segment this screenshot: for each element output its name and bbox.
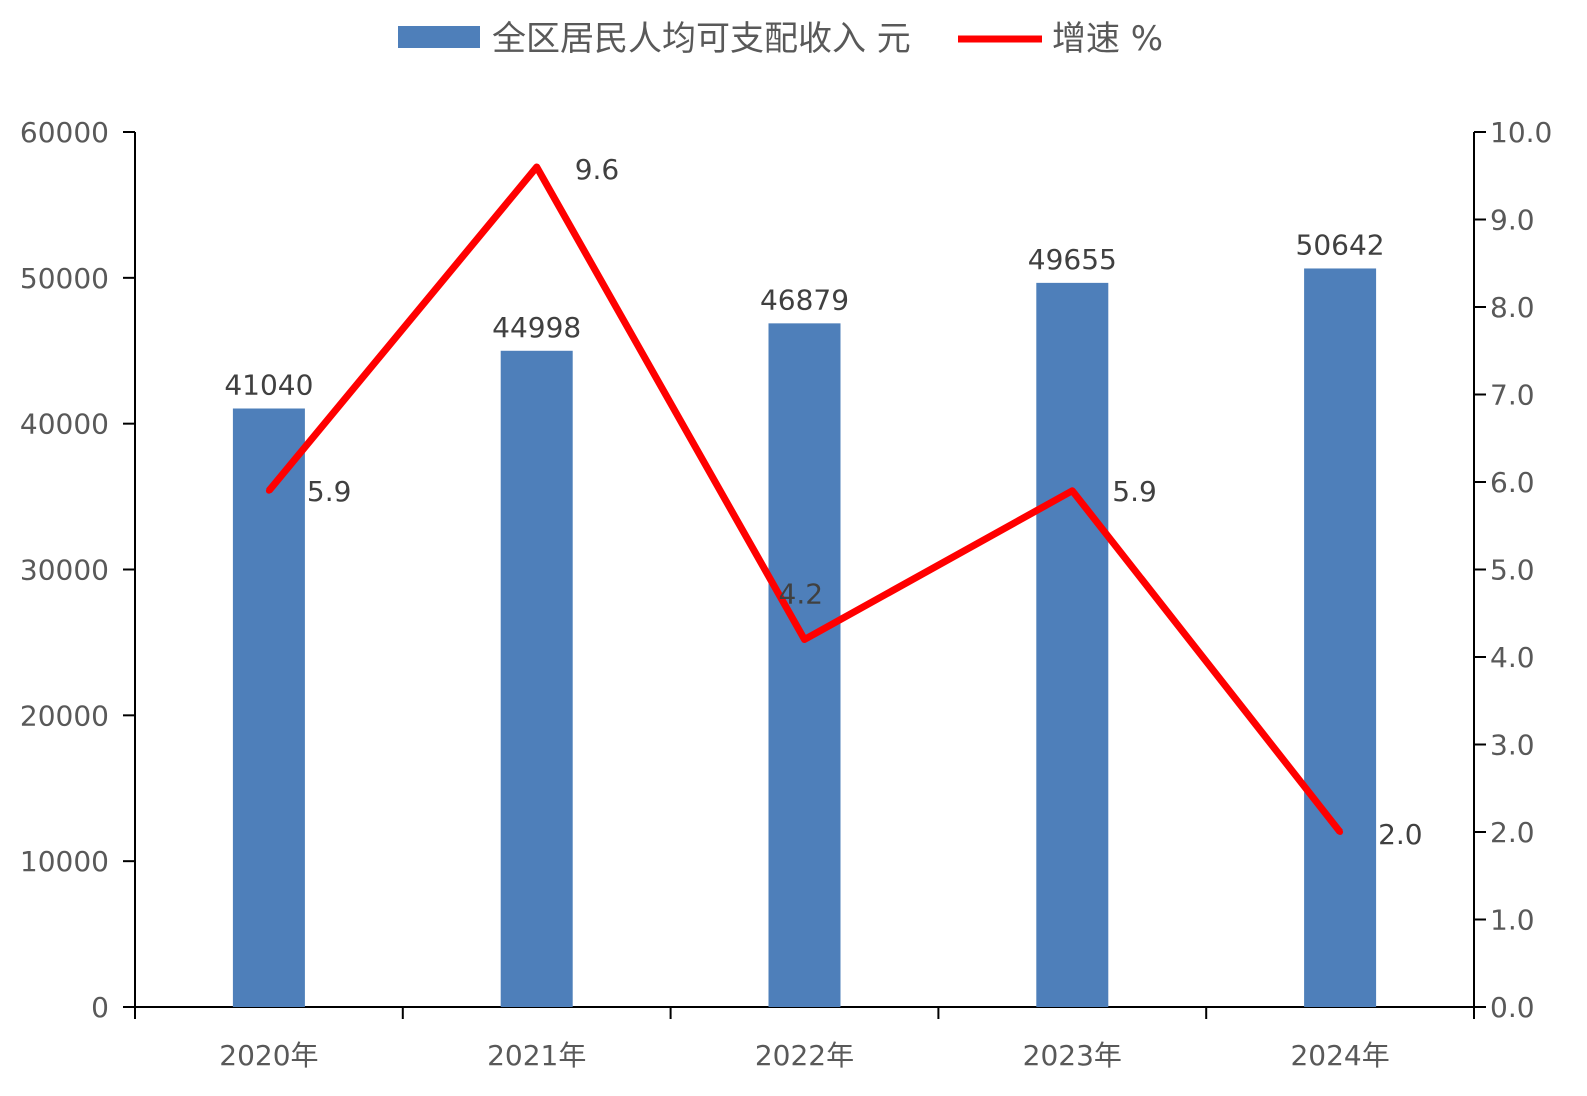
growth-point-label: 5.9: [1112, 475, 1157, 508]
left-tick-label: 50000: [20, 262, 109, 295]
left-tick-label: 30000: [20, 554, 109, 587]
left-tick-label: 10000: [20, 845, 109, 878]
right-tick-label: 1.0: [1490, 904, 1535, 937]
right-tick-label: 3.0: [1490, 729, 1535, 762]
right-tick-label: 7.0: [1490, 379, 1535, 412]
right-tick-label: 5.0: [1490, 554, 1535, 587]
right-tick-label: 2.0: [1490, 816, 1535, 849]
left-tick-label: 20000: [20, 699, 109, 732]
right-tick-label: 6.0: [1490, 466, 1535, 499]
income-bar: [1036, 282, 1109, 1007]
legend-bar-swatch: [398, 26, 480, 48]
income-bar: [500, 350, 573, 1007]
bar-series: [232, 268, 1377, 1008]
right-tick-label: 10.0: [1490, 116, 1552, 149]
growth-point: [533, 164, 540, 170]
right-tick-label: 4.0: [1490, 641, 1535, 674]
left-tick-label: 60000: [20, 116, 109, 149]
income-bar: [1304, 268, 1377, 1007]
growth-point-label: 5.9: [307, 475, 352, 508]
left-tick-label: 40000: [20, 408, 109, 441]
x-tick-label: 2021年: [487, 1039, 586, 1072]
growth-point: [801, 636, 808, 643]
income-bar: [232, 408, 305, 1007]
growth-point: [1069, 487, 1076, 494]
data-labels: 41040 44998 46879 49655 50642 5.9 9.6 4.2 5.9 2.0: [224, 153, 1422, 851]
growth-point: [1337, 829, 1344, 835]
x-tick-label: 2020年: [219, 1039, 318, 1072]
income-bar-label: 44998: [492, 311, 581, 344]
x-tick-label: 2024年: [1290, 1039, 1389, 1072]
left-tick-label: 0: [91, 991, 109, 1024]
x-tick-label: 2022年: [755, 1039, 854, 1072]
income-bar-label: 50642: [1296, 228, 1385, 261]
right-tick-label: 9.0: [1490, 204, 1535, 237]
axes: 0 10000 20000 30000 40000 50000 60000 0.0 1.0 2.0…: [20, 116, 1552, 1072]
growth-point-label: 9.6: [575, 153, 620, 186]
income-bar-label: 46879: [760, 283, 849, 316]
income-bar: [768, 323, 841, 1008]
income-bar-label: 41040: [224, 369, 313, 402]
x-tick-label: 2023年: [1023, 1039, 1122, 1072]
right-tick-label: 8.0: [1490, 291, 1535, 324]
growth-point-label: 4.2: [779, 578, 824, 611]
legend-bar-label: 全区居民人均可支配收入 元: [492, 19, 911, 59]
income-bar-label: 49655: [1028, 243, 1117, 276]
growth-point: [265, 487, 272, 494]
right-tick-label: 0.0: [1490, 991, 1535, 1024]
line-series: [265, 163, 1344, 835]
legend: 全区居民人均可支配收入 元 增速 %: [398, 19, 1163, 59]
growth-point-label: 2.0: [1378, 818, 1423, 851]
legend-line-label: 增速 %: [1052, 19, 1163, 59]
